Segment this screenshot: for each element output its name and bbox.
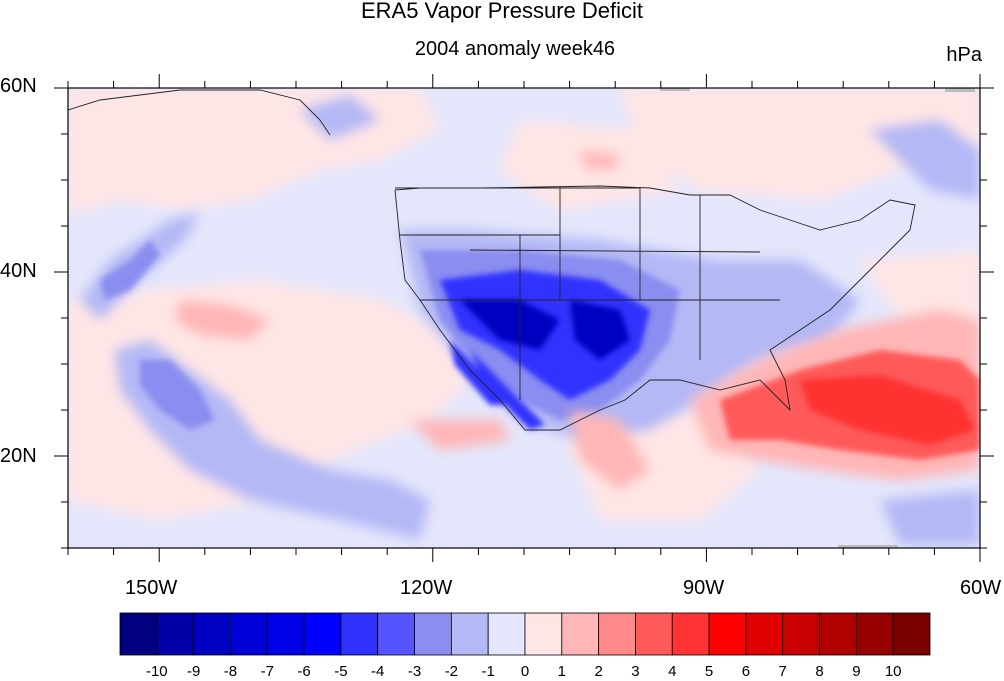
colorbar-swatch — [450, 612, 489, 656]
lon-label-90w: 90W — [683, 577, 725, 599]
colorbar-swatch — [598, 612, 636, 656]
vpd-anomaly-field — [68, 88, 980, 548]
colorbar-swatch — [782, 612, 820, 656]
colorbar-label: -8 — [223, 663, 238, 680]
colorbar-swatch — [377, 612, 415, 656]
colorbar-swatch — [414, 612, 452, 656]
colorbar-label: 2 — [594, 663, 603, 680]
colorbar-label: 8 — [815, 663, 824, 680]
colorbar-swatch — [671, 612, 710, 656]
colorbar-label: -7 — [260, 663, 274, 680]
colorbar-label: -9 — [186, 663, 201, 680]
colorbar-label: -4 — [371, 663, 385, 680]
colorbar-label: -2 — [444, 663, 459, 680]
colorbar-label: -5 — [334, 663, 348, 680]
colorbar-swatch — [193, 612, 231, 656]
colorbar-swatch — [303, 612, 342, 656]
colorbar-label: -1 — [481, 663, 495, 680]
colorbar-swatch — [561, 612, 600, 656]
map-title: ERA5 Vapor Pressure Deficit — [360, 0, 644, 23]
colorbar-swatch — [745, 612, 784, 656]
axis-ticks — [54, 74, 994, 562]
lon-label-150w: 150W — [125, 577, 178, 599]
colorbar-swatch — [892, 612, 931, 656]
colorbar-label: 0 — [520, 663, 530, 680]
colorbar-label: 7 — [778, 663, 787, 680]
colorbar-swatch — [855, 612, 894, 656]
lat-label-20n: 20N — [0, 445, 37, 467]
colorbar — [119, 612, 931, 656]
coastlines — [68, 89, 916, 431]
map-subtitle: 2004 anomaly week46 — [414, 38, 616, 60]
colorbar-label: 5 — [704, 663, 714, 680]
colorbar-label: 9 — [852, 663, 861, 680]
colorbar-label: 4 — [668, 663, 677, 680]
colorbar-swatch — [340, 612, 379, 656]
lat-label-40n: 40N — [0, 260, 37, 282]
lat-label-60n: 60N — [0, 75, 37, 97]
units-label: hPa — [946, 44, 982, 66]
colorbar-label: -6 — [297, 663, 311, 680]
colorbar-swatch — [266, 612, 305, 656]
colorbar-swatch — [819, 612, 857, 656]
colorbar-label: 3 — [631, 663, 640, 680]
colorbar-label: 6 — [741, 663, 751, 680]
colorbar-label: 1 — [557, 663, 566, 680]
colorbar-swatch — [230, 612, 268, 656]
lon-label-60w: 60W — [960, 577, 1002, 599]
colorbar-swatch — [524, 612, 563, 656]
colorbar-swatch — [635, 612, 673, 656]
colorbar-swatch — [708, 612, 747, 656]
colorbar-label: -10 — [145, 663, 168, 680]
colorbar-swatch — [487, 612, 526, 656]
colorbar-swatch — [156, 612, 195, 656]
lon-label-120w: 120W — [400, 577, 453, 599]
colorbar-label: 10 — [884, 663, 902, 680]
colorbar-label: -3 — [407, 663, 422, 680]
colorbar-swatch — [119, 612, 158, 656]
